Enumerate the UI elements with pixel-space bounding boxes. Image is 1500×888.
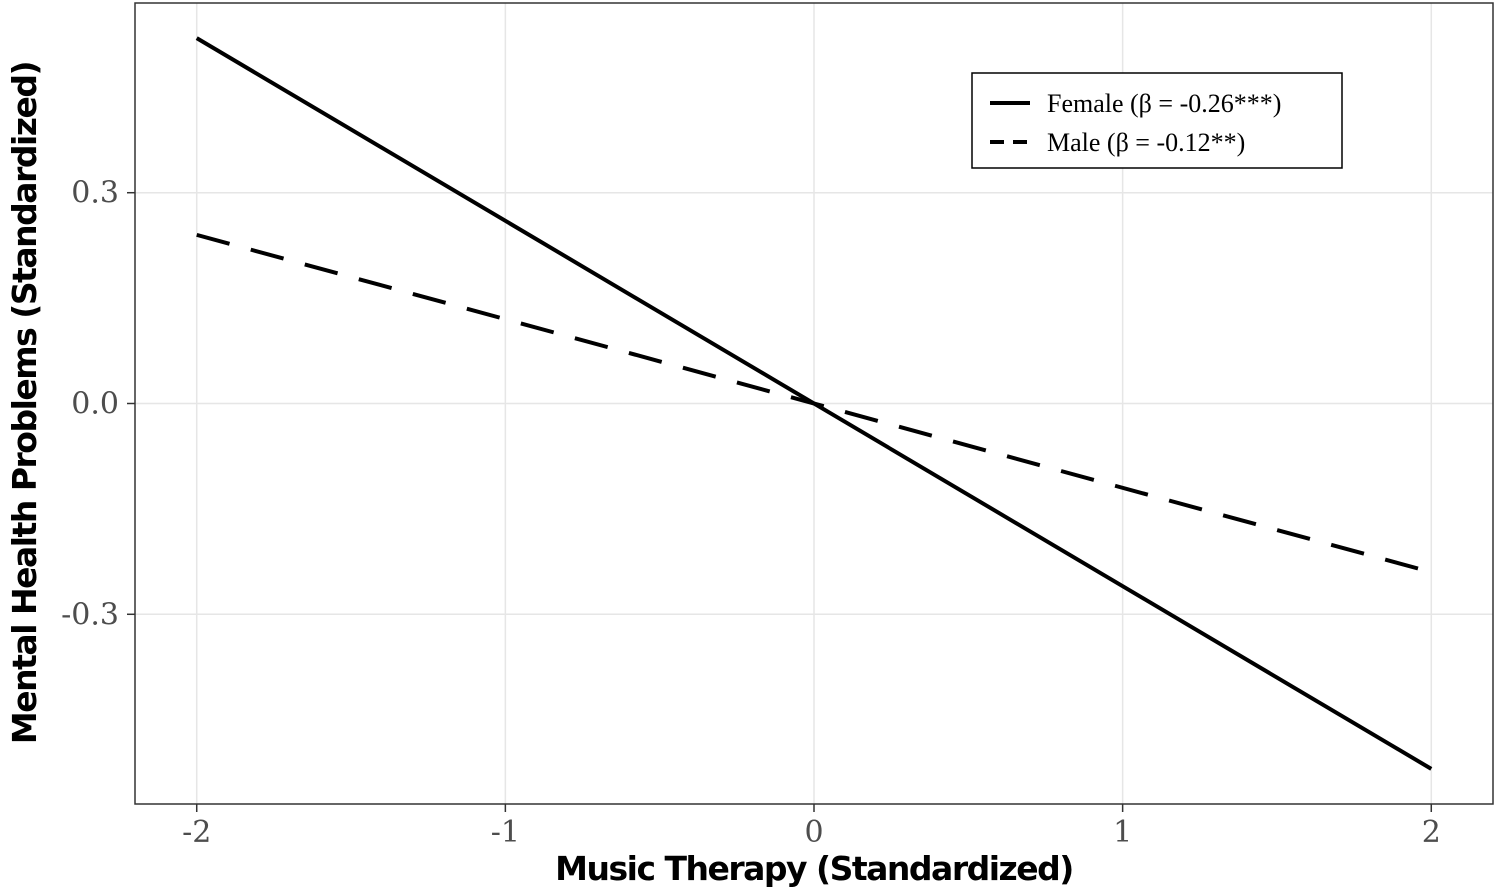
x-tick-label: 1 — [1113, 815, 1132, 850]
x-tick-label: 2 — [1422, 815, 1441, 850]
y-tick-label: 0.3 — [71, 176, 119, 211]
x-axis-title: Music Therapy (Standardized) — [555, 849, 1073, 888]
legend: Female (β = -0.26***) Male (β = -0.12**) — [971, 72, 1343, 169]
legend-label-male: Male (β = -0.12**) — [1047, 128, 1245, 157]
y-tick-label: -0.3 — [61, 597, 119, 632]
legend-box — [971, 72, 1343, 169]
y-tick-label: 0.0 — [71, 387, 119, 422]
series-line-male — [196, 232, 1432, 575]
tick-layer: -2 -1 0 1 2 -0.3 0.0 0.3 — [61, 176, 1441, 850]
series-layer — [195, 36, 1433, 771]
legend-label-female: Female (β = -0.26***) — [1047, 89, 1281, 118]
x-tick-label: 0 — [804, 815, 823, 850]
y-axis-title: Mental Health Problems (Standardized) — [5, 62, 44, 744]
x-tick-label: -1 — [491, 815, 520, 850]
x-tick-label: -2 — [182, 815, 211, 850]
